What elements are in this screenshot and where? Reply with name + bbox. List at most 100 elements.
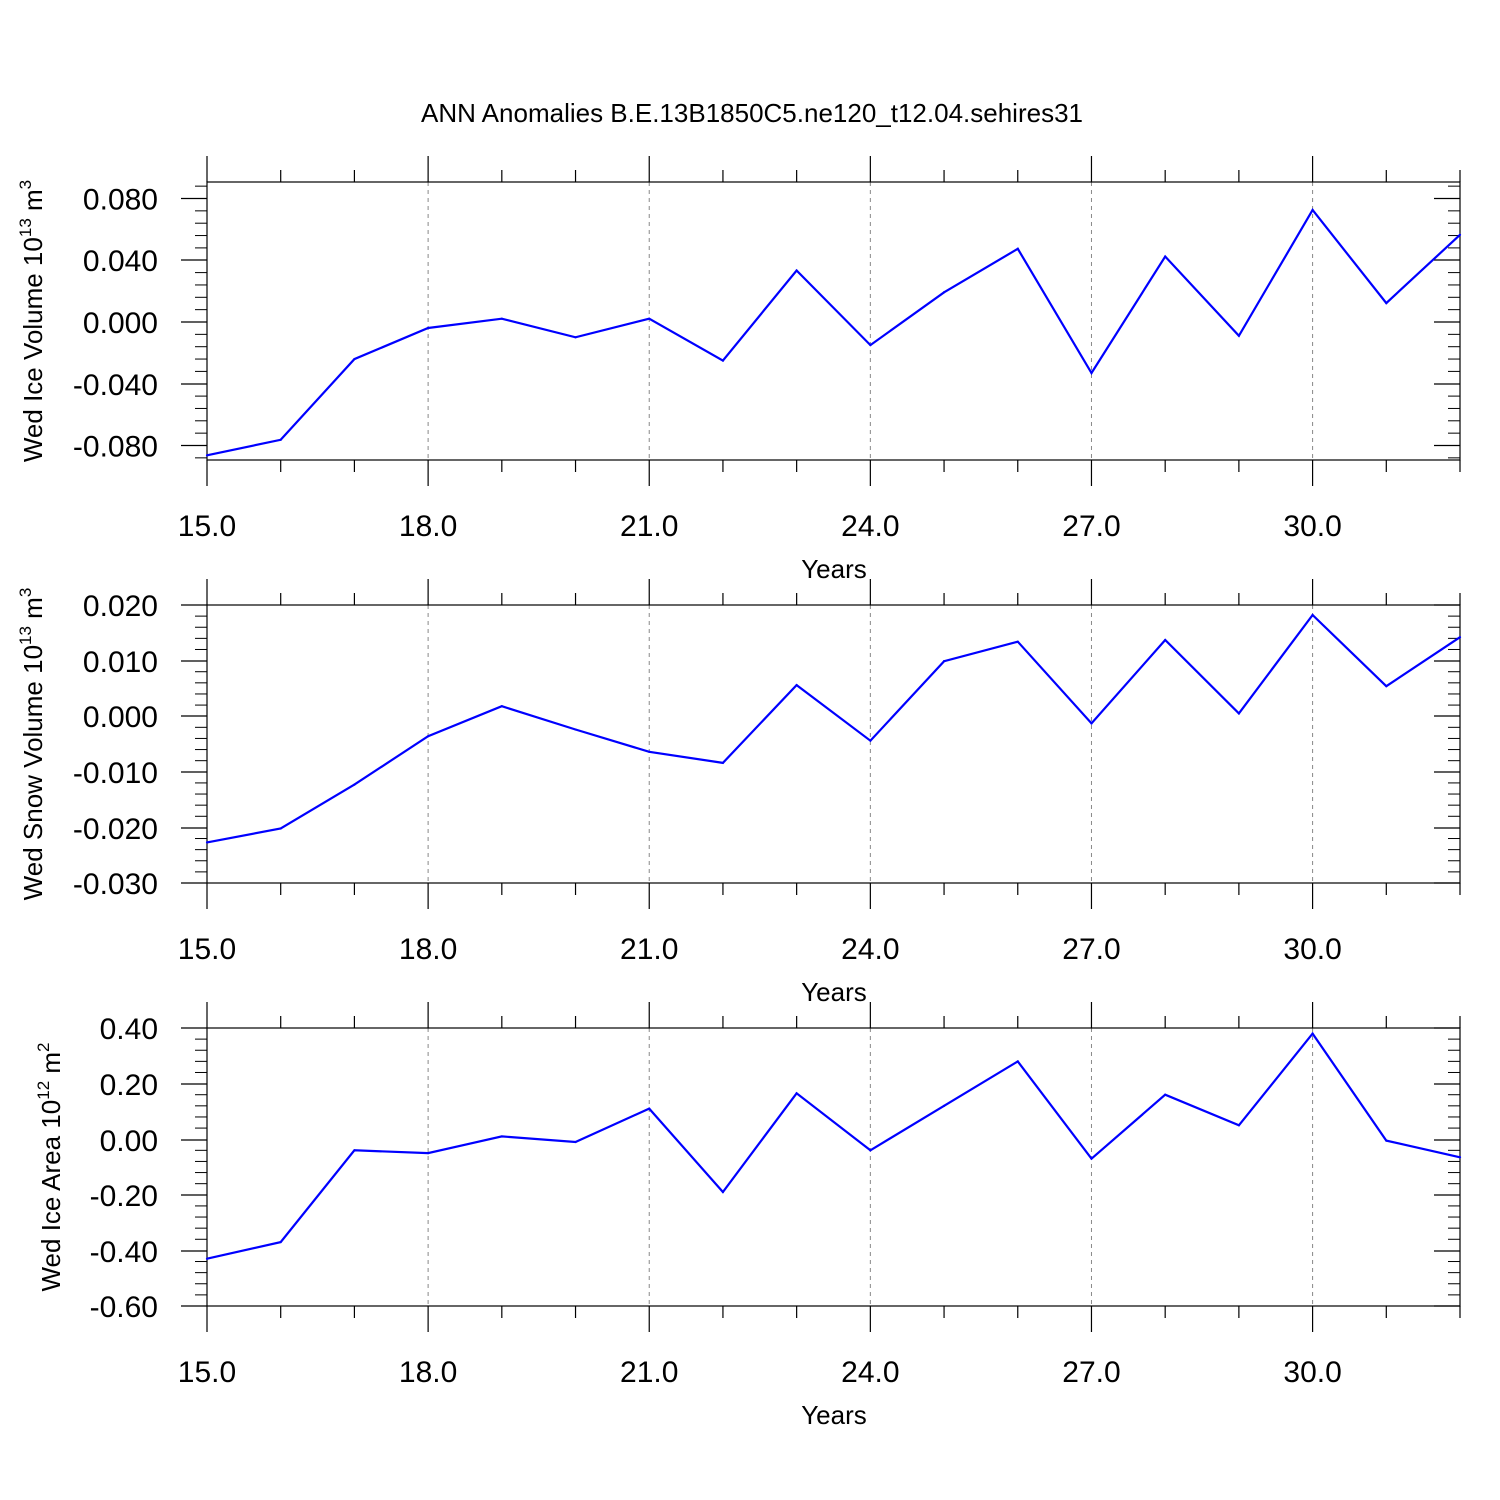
x-tick-label-2: 18.0 [399, 510, 457, 543]
data-point-16 [279, 438, 282, 441]
x-tick-label-1: 15.0 [178, 510, 236, 543]
plot-frame [206, 604, 1461, 884]
data-point-29 [1237, 1124, 1240, 1127]
y-axis-label-unit-exponent: 3 [16, 180, 35, 189]
data-point-26 [1016, 1060, 1019, 1063]
data-point-28 [1164, 1093, 1167, 1096]
y-axis-label-main: Wed Ice Area 10 [36, 1100, 66, 1292]
x-tick-label-6: 30.0 [1283, 1356, 1341, 1389]
y-axis-label-unit: m [18, 597, 48, 626]
data-point-17 [353, 1149, 356, 1152]
y-tick-label-1: 0.40 [100, 1013, 158, 1046]
data-point-27 [1090, 1157, 1093, 1160]
y-tick-label-3: 0.00 [100, 1125, 158, 1158]
series-line-wed-ice-volume [206, 208, 1461, 457]
data-point-19 [500, 1135, 503, 1138]
data-point-18 [427, 1152, 430, 1155]
x-tick-label-3: 21.0 [620, 933, 678, 966]
panel-2: 15.0 18.0 21.0 24.0 27.0 30.0 0.020 0.010 0.000 -… [16, 579, 1462, 1007]
data-point-27 [1090, 371, 1093, 375]
data-point-32 [1458, 636, 1462, 639]
data-point-26 [1016, 247, 1019, 250]
data-point-26 [1016, 640, 1019, 643]
data-point-15 [205, 1257, 209, 1260]
y-tick-label-3: 0.000 [83, 701, 158, 734]
y-axis-label-unit: m [18, 189, 48, 218]
y-axis-label-unit-exponent: 2 [34, 1042, 53, 1051]
data-point-20 [574, 336, 577, 339]
y-tick-label-4: -0.20 [90, 1180, 158, 1213]
y-axis-label-main: Wed Snow Volume 10 [18, 645, 48, 900]
data-point-21 [648, 750, 651, 753]
data-point-18 [427, 735, 430, 738]
x-tick-label-4: 24.0 [841, 933, 899, 966]
data-point-18 [427, 326, 430, 330]
data-point-31 [1385, 685, 1388, 688]
data-point-19 [500, 705, 503, 708]
x-tick-label-2: 18.0 [399, 933, 457, 966]
x-axis-label: Years [801, 554, 867, 584]
data-point-21 [648, 317, 651, 320]
data-point-30 [1311, 613, 1314, 617]
y-tick-label-6: -0.030 [73, 868, 158, 901]
y-tick-label-1: 0.080 [83, 184, 158, 217]
x-tick-label-2: 18.0 [399, 1356, 457, 1389]
data-point-22 [721, 359, 725, 362]
x-tick-label-3: 21.0 [620, 1356, 678, 1389]
data-point-29 [1237, 334, 1240, 337]
data-point-31 [1385, 302, 1388, 305]
y-tick-label-1: 0.020 [83, 590, 158, 623]
figure-title: ANN Anomalies B.E.13B1850C5.ne120_t12.04… [421, 98, 1083, 128]
plot-frame [206, 1027, 1461, 1307]
data-point-25 [942, 660, 946, 663]
y-tick-label-5: -0.080 [73, 431, 158, 464]
data-point-15 [205, 454, 209, 457]
x-tick-label-3: 21.0 [620, 510, 678, 543]
x-tick-label-5: 27.0 [1062, 1356, 1120, 1389]
x-tick-label-5: 27.0 [1062, 933, 1120, 966]
panel-3: 15.0 18.0 21.0 24.0 27.0 30.0 0.40 0.20 0.00 -0.2… [34, 1002, 1462, 1430]
data-point-16 [279, 1240, 282, 1244]
data-point-20 [574, 728, 577, 731]
y-tick-label-5: -0.020 [73, 813, 158, 846]
data-point-23 [795, 1092, 798, 1095]
x-axis-label: Years [801, 977, 867, 1007]
data-point-23 [795, 683, 798, 687]
data-point-24 [869, 739, 872, 742]
y-axis-label-exponent: 13 [16, 218, 35, 237]
plot-frame [206, 181, 1461, 461]
y-axis-label: Wed Ice Volume 1013 m3 [16, 180, 48, 462]
y-axis-label: Wed Ice Area 1012 m2 [34, 1042, 66, 1291]
data-point-17 [353, 357, 356, 361]
y-tick-label-4: -0.040 [73, 369, 158, 402]
y-axis-label-exponent: 12 [34, 1081, 53, 1100]
x-tick-label-5: 27.0 [1062, 510, 1120, 543]
x-axis-label: Years [801, 1400, 867, 1430]
data-point-32 [1458, 1156, 1462, 1159]
y-axis-label-main: Wed Ice Volume 10 [18, 237, 48, 462]
data-point-24 [869, 343, 872, 347]
x-tick-label-1: 15.0 [178, 1356, 236, 1389]
data-point-28 [1164, 255, 1167, 258]
y-axis-label-exponent: 13 [16, 626, 35, 645]
y-tick-label-4: -0.010 [73, 757, 158, 790]
data-point-19 [500, 317, 503, 320]
y-tick-label-2: 0.010 [83, 646, 158, 679]
y-axis-label-unit: m [36, 1052, 66, 1081]
panel-1: 15.0 18.0 21.0 24.0 27.0 30.0 0.080 0.040 0.000 -… [16, 156, 1462, 584]
data-point-15 [205, 841, 209, 844]
y-tick-label-6: -0.60 [90, 1291, 158, 1324]
data-point-29 [1237, 712, 1240, 715]
data-point-21 [648, 1107, 651, 1110]
y-tick-label-3: 0.000 [83, 307, 158, 340]
data-point-16 [279, 827, 282, 830]
y-tick-label-2: 0.20 [100, 1069, 158, 1102]
x-tick-label-4: 24.0 [841, 1356, 899, 1389]
y-axis-label-unit-exponent: 3 [16, 588, 35, 597]
y-tick-label-5: -0.40 [90, 1236, 158, 1269]
data-point-31 [1385, 1139, 1388, 1142]
data-point-25 [942, 1104, 946, 1107]
data-point-32 [1458, 233, 1462, 236]
